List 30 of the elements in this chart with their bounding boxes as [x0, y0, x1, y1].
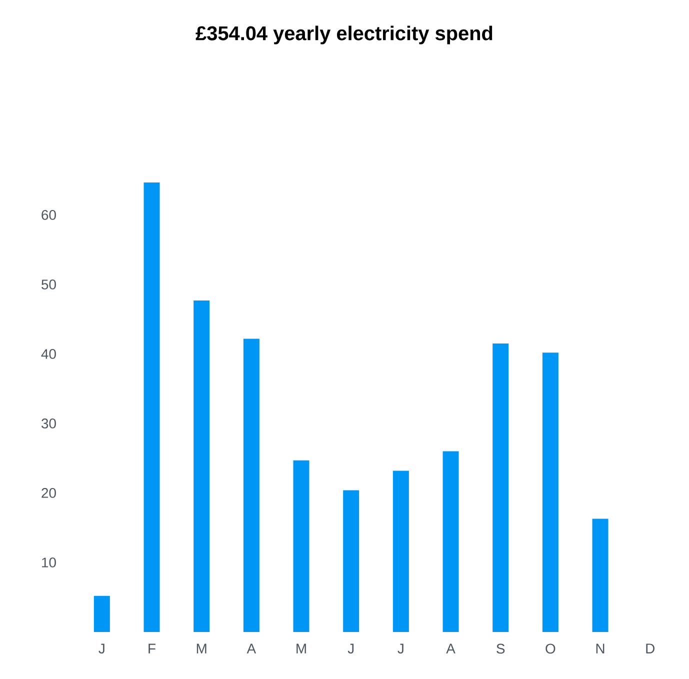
chart-title: £354.04 yearly electricity spend: [196, 26, 492, 44]
bar: [343, 490, 360, 632]
bar: [194, 300, 210, 632]
x-tick-label: F: [148, 644, 156, 654]
x-tick-label: N: [596, 644, 604, 654]
x-tick-label: J: [398, 644, 404, 654]
bar: [542, 352, 558, 632]
y-tick-label: 40: [41, 349, 56, 359]
bar: [442, 451, 459, 632]
y-tick-label: 30: [42, 418, 56, 428]
bar: [492, 344, 509, 632]
bar: [243, 338, 260, 632]
x-tick-label: S: [496, 644, 505, 654]
x-tick-label: D: [646, 644, 654, 654]
y-tick-label: 10: [42, 558, 56, 568]
bar: [94, 596, 110, 632]
x-tick-label: J: [98, 644, 104, 654]
x-tick-label: M: [196, 644, 206, 654]
bar: [144, 182, 160, 632]
y-tick-label: 20: [42, 488, 56, 498]
bar: [293, 460, 310, 632]
bar: [392, 470, 409, 632]
y-tick-label: 50: [42, 280, 56, 290]
x-tick-label: O: [546, 644, 556, 654]
bar: [592, 518, 608, 632]
x-tick-label: M: [296, 644, 306, 654]
x-tick-label: A: [446, 644, 456, 654]
x-tick-label: J: [348, 644, 354, 654]
y-tick-label: 60: [42, 210, 56, 220]
x-tick-label: A: [246, 644, 256, 654]
